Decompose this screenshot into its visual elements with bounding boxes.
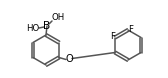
Text: F: F <box>129 24 134 33</box>
Text: HO: HO <box>26 24 40 33</box>
Text: F: F <box>111 32 116 41</box>
Text: B: B <box>43 21 51 31</box>
Text: O: O <box>65 55 73 65</box>
Text: OH: OH <box>51 13 65 22</box>
